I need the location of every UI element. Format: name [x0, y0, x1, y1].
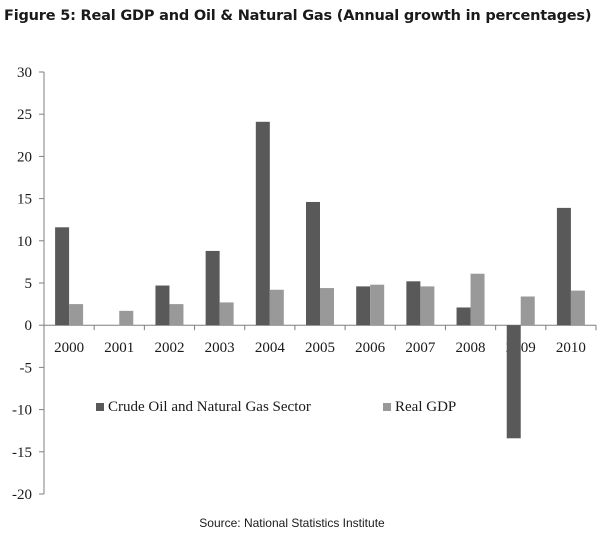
real-gdp-bar-2010	[570, 290, 585, 326]
real-gdp-bar-2001	[119, 310, 134, 326]
y-tick-label: -20	[12, 487, 32, 503]
oil-gas-bar-2007	[406, 281, 421, 326]
real-gdp-bar-2008	[470, 273, 485, 326]
legend-swatch	[96, 403, 104, 411]
real-gdp-bar-2007	[420, 286, 435, 326]
source-note: Source: National Statistics Institute	[199, 516, 385, 530]
x-category-label: 2006	[355, 340, 386, 356]
legend-label: Real GDP	[395, 399, 456, 415]
real-gdp-bar-2006	[370, 284, 385, 326]
y-tick-label: 30	[17, 65, 32, 81]
legend-label: Crude Oil and Natural Gas Sector	[108, 399, 311, 415]
oil-gas-bar-2008	[456, 307, 471, 326]
bars-group	[55, 121, 585, 439]
y-tick-label: 5	[25, 276, 33, 292]
y-tick-label: 15	[17, 192, 32, 208]
x-category-label: 2004	[255, 340, 286, 356]
x-category-label: 2007	[405, 340, 436, 356]
oil-gas-bar-2004	[255, 121, 270, 326]
y-tick-label: 20	[17, 149, 32, 165]
oil-gas-bar-2005	[306, 201, 320, 326]
real-gdp-bar-2005	[320, 288, 334, 326]
real-gdp-bar-2009	[520, 296, 535, 326]
real-gdp-bar-2000	[69, 304, 84, 326]
y-tick-label: 10	[17, 234, 32, 250]
oil-gas-bar-2003	[205, 250, 220, 326]
x-category-label: 2008	[456, 340, 486, 356]
real-gdp-bar-2003	[219, 302, 234, 326]
x-category-label: 2005	[305, 340, 335, 356]
y-tick-label: -5	[20, 360, 33, 376]
oil-gas-bar-2002	[155, 285, 170, 326]
real-gdp-bar-2002	[169, 304, 184, 326]
x-category-label: 2002	[154, 340, 184, 356]
x-category-label: 2010	[556, 340, 586, 356]
y-tick-label: 0	[25, 318, 33, 334]
y-tick-label: 25	[17, 107, 32, 123]
x-axis: 2000200120022003200420052006200720082009…	[43, 324, 597, 356]
x-category-label: 2001	[104, 340, 134, 356]
x-category-label: 2003	[205, 340, 235, 356]
legend: Crude Oil and Natural Gas Sector Real GDP	[96, 399, 456, 415]
chart-title: Figure 5: Real GDP and Oil & Natural Gas…	[4, 8, 592, 24]
x-category-label: 2000	[54, 340, 84, 356]
oil-gas-bar-2010	[556, 207, 571, 326]
real-gdp-bar-2004	[269, 289, 284, 326]
oil-gas-bar-2000	[55, 227, 70, 326]
y-axis: 30 25 20 15 10 5 0 -5 -10 -15 -20	[12, 65, 45, 503]
legend-swatch	[383, 403, 391, 411]
y-tick-label: -15	[12, 445, 32, 461]
oil-gas-bar-2009	[506, 325, 521, 439]
oil-gas-bar-2006	[356, 286, 371, 326]
y-tick-label: -10	[12, 403, 32, 419]
